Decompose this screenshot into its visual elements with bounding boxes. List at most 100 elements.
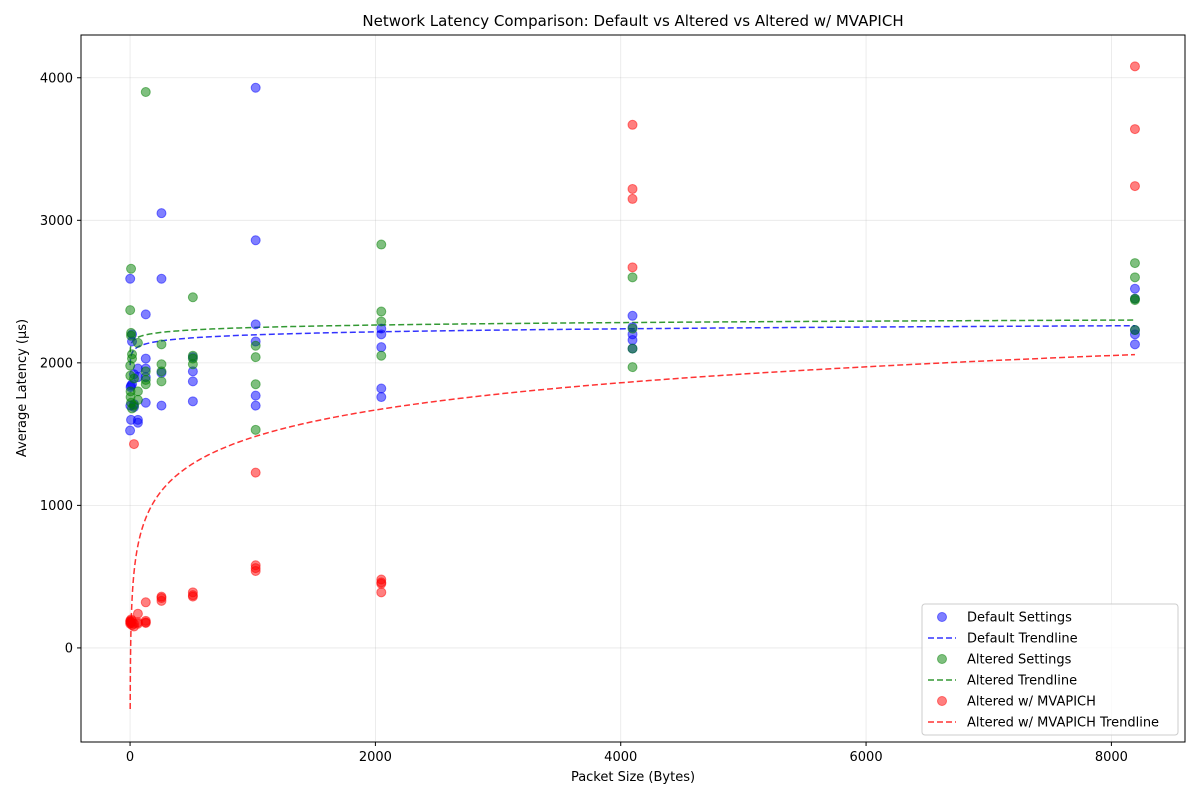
y-tick-label: 1000 [40, 499, 73, 514]
data-point [627, 272, 638, 283]
data-point [187, 359, 198, 370]
data-point [250, 379, 261, 390]
data-point [187, 376, 198, 387]
trendline-altered-trendline [129, 319, 1135, 353]
data-point [156, 400, 167, 411]
legend-label: Altered w/ MVAPICH Trendline [967, 716, 1159, 731]
data-point [1129, 124, 1140, 135]
data-point [627, 183, 638, 194]
data-point [132, 414, 143, 425]
data-point [1129, 181, 1140, 192]
data-point [627, 335, 638, 346]
series-altered-w-mvapich [125, 61, 1140, 632]
data-point [156, 595, 167, 606]
data-point [376, 587, 387, 598]
x-tick-label: 8000 [1095, 750, 1128, 765]
data-point [125, 273, 136, 284]
data-point [132, 337, 143, 348]
data-point [156, 273, 167, 284]
data-point [1129, 283, 1140, 294]
data-point [140, 353, 151, 364]
legend-label: Default Settings [967, 611, 1072, 626]
data-point [1129, 339, 1140, 350]
data-point [156, 339, 167, 350]
data-point [140, 597, 151, 608]
trendline-altered-w-mvapich-trendline [129, 353, 1135, 709]
grid [81, 35, 1185, 742]
data-point [376, 306, 387, 317]
data-point [125, 425, 136, 436]
data-point [140, 87, 151, 98]
data-point [126, 263, 137, 274]
data-point [250, 467, 261, 478]
data-point [250, 352, 261, 363]
legend-label: Altered w/ MVAPICH [967, 695, 1096, 710]
y-tick-label: 0 [65, 641, 73, 656]
legend-box [921, 603, 1179, 736]
data-point [627, 262, 638, 273]
data-point [376, 383, 387, 394]
chart-title: Network Latency Comparison: Default vs A… [362, 12, 903, 30]
data-point [127, 353, 138, 364]
data-point [627, 362, 638, 373]
y-tick-label: 4000 [40, 71, 73, 86]
data-point [376, 392, 387, 403]
axis-ticks: 0 2000 4000 6000 8000 0 1000 2000 3000 4000 [40, 71, 1128, 765]
data-point [128, 373, 139, 384]
data-point [627, 323, 638, 334]
plot-frame [80, 34, 1186, 743]
data-point [627, 193, 638, 204]
legend-label: Altered Trendline [967, 674, 1077, 689]
y-axis-title: Average Latency (µs) [15, 319, 30, 457]
data-point [376, 329, 387, 340]
data-point [627, 310, 638, 321]
data-points [125, 61, 1140, 632]
data-point [156, 376, 167, 387]
x-tick-label: 4000 [604, 750, 637, 765]
data-point [128, 439, 139, 450]
data-point [376, 342, 387, 353]
y-tick-label: 3000 [40, 214, 73, 229]
data-point [250, 340, 261, 351]
data-point [376, 350, 387, 361]
data-point [250, 424, 261, 435]
x-tick-label: 0 [126, 750, 134, 765]
trendline-default-trendline [129, 324, 1135, 366]
x-tick-label: 6000 [850, 750, 883, 765]
data-point [250, 235, 261, 246]
data-point [140, 309, 151, 320]
data-point [1129, 295, 1140, 306]
data-point [132, 386, 143, 397]
legend-marker [937, 654, 947, 664]
legend-label: Default Trendline [967, 632, 1078, 647]
data-point [1129, 325, 1140, 336]
x-tick-label: 2000 [359, 750, 392, 765]
legend-label: Altered Settings [967, 653, 1072, 668]
data-point [250, 400, 261, 411]
data-point [140, 379, 151, 390]
data-point [250, 565, 261, 576]
data-point [132, 394, 143, 405]
data-point [126, 330, 137, 341]
data-point [156, 366, 167, 377]
data-point [627, 343, 638, 354]
data-point [187, 591, 198, 602]
legend-marker [937, 612, 947, 622]
data-point [125, 305, 136, 316]
data-point [1129, 258, 1140, 269]
trendlines [129, 319, 1135, 709]
data-point [140, 617, 151, 628]
y-tick-label: 2000 [40, 356, 73, 371]
data-point [376, 578, 387, 589]
data-point [132, 608, 143, 619]
x-axis-title: Packet Size (Bytes) [571, 770, 695, 785]
data-point [140, 366, 151, 377]
data-point [156, 208, 167, 219]
data-point [1129, 272, 1140, 283]
data-point [250, 82, 261, 93]
data-point [250, 319, 261, 330]
legend: Default Settings Default Trendline Altered… [921, 603, 1179, 736]
series-altered-settings [125, 87, 1140, 435]
data-point [376, 316, 387, 327]
